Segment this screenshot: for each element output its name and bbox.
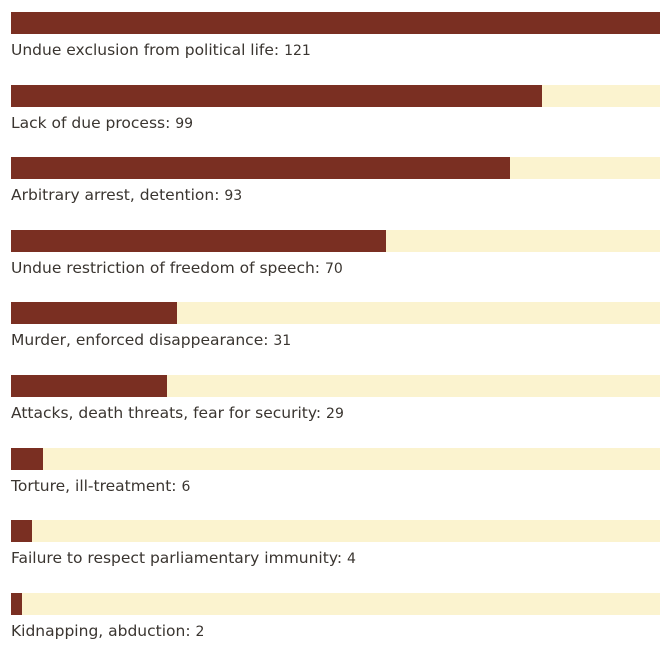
bar xyxy=(11,448,43,470)
bar xyxy=(11,85,542,107)
bar-label: Undue exclusion from political life: 121 xyxy=(11,41,311,60)
bar-row: Lack of due process: 99 xyxy=(0,73,662,145)
bar-row: Kidnapping, abduction: 2 xyxy=(0,581,662,653)
bar xyxy=(11,520,32,542)
category-label: Murder, enforced disappearance: xyxy=(11,331,274,349)
bar xyxy=(11,157,510,179)
bar xyxy=(11,375,167,397)
bar-track xyxy=(11,85,660,107)
data-label: 70 xyxy=(324,261,343,277)
bar-label: Kidnapping, abduction: 2 xyxy=(11,622,204,641)
bar-label: Undue restriction of freedom of speech: … xyxy=(11,259,343,278)
bar-label: Murder, enforced disappearance: 31 xyxy=(11,331,291,350)
category-label: Undue restriction of freedom of speech: xyxy=(11,259,325,277)
bar-track xyxy=(11,12,660,34)
bar-row: Failure to respect parliamentary immunit… xyxy=(0,508,662,580)
bar-label: Arbitrary arrest, detention: 93 xyxy=(11,186,242,205)
bar-label: Lack of due process: 99 xyxy=(11,114,193,133)
bar xyxy=(11,593,22,615)
data-label: 93 xyxy=(224,188,243,204)
bar-row: Attacks, death threats, fear for securit… xyxy=(0,363,662,435)
category-label: Attacks, death threats, fear for securit… xyxy=(11,404,327,422)
bar xyxy=(11,12,660,34)
bar-label: Torture, ill-treatment: 6 xyxy=(11,477,190,496)
data-label: 4 xyxy=(347,551,356,567)
bar-label: Failure to respect parliamentary immunit… xyxy=(11,549,356,568)
category-label: Torture, ill-treatment: xyxy=(11,477,182,495)
category-label: Lack of due process: xyxy=(11,114,176,132)
bar xyxy=(11,302,177,324)
data-label: 99 xyxy=(175,116,194,132)
bar-row: Torture, ill-treatment: 6 xyxy=(0,436,662,508)
bar-track xyxy=(11,302,660,324)
category-label: Failure to respect parliamentary immunit… xyxy=(11,549,348,567)
data-label: 29 xyxy=(326,406,344,422)
bar-row: Undue exclusion from political life: 121 xyxy=(0,0,662,72)
bar-track xyxy=(11,375,660,397)
bar-track xyxy=(11,157,660,179)
data-label: 121 xyxy=(284,43,311,59)
bar-track xyxy=(11,448,660,470)
category-label: Undue exclusion from political life: xyxy=(11,41,285,59)
bar-row: Arbitrary arrest, detention: 93 xyxy=(0,145,662,217)
category-label: Arbitrary arrest, detention: xyxy=(11,186,225,204)
bar-label: Attacks, death threats, fear for securit… xyxy=(11,404,344,423)
bar-track xyxy=(11,593,660,615)
bar xyxy=(11,230,386,252)
data-label: 31 xyxy=(273,333,292,349)
bar-row: Murder, enforced disappearance: 31 xyxy=(0,290,662,362)
bar-track xyxy=(11,520,660,542)
data-label: 2 xyxy=(195,624,205,640)
bar-row: Undue restriction of freedom of speech: … xyxy=(0,218,662,290)
data-label: 6 xyxy=(181,479,191,495)
bar-track xyxy=(11,230,660,252)
category-label: Kidnapping, abduction: xyxy=(11,622,196,640)
